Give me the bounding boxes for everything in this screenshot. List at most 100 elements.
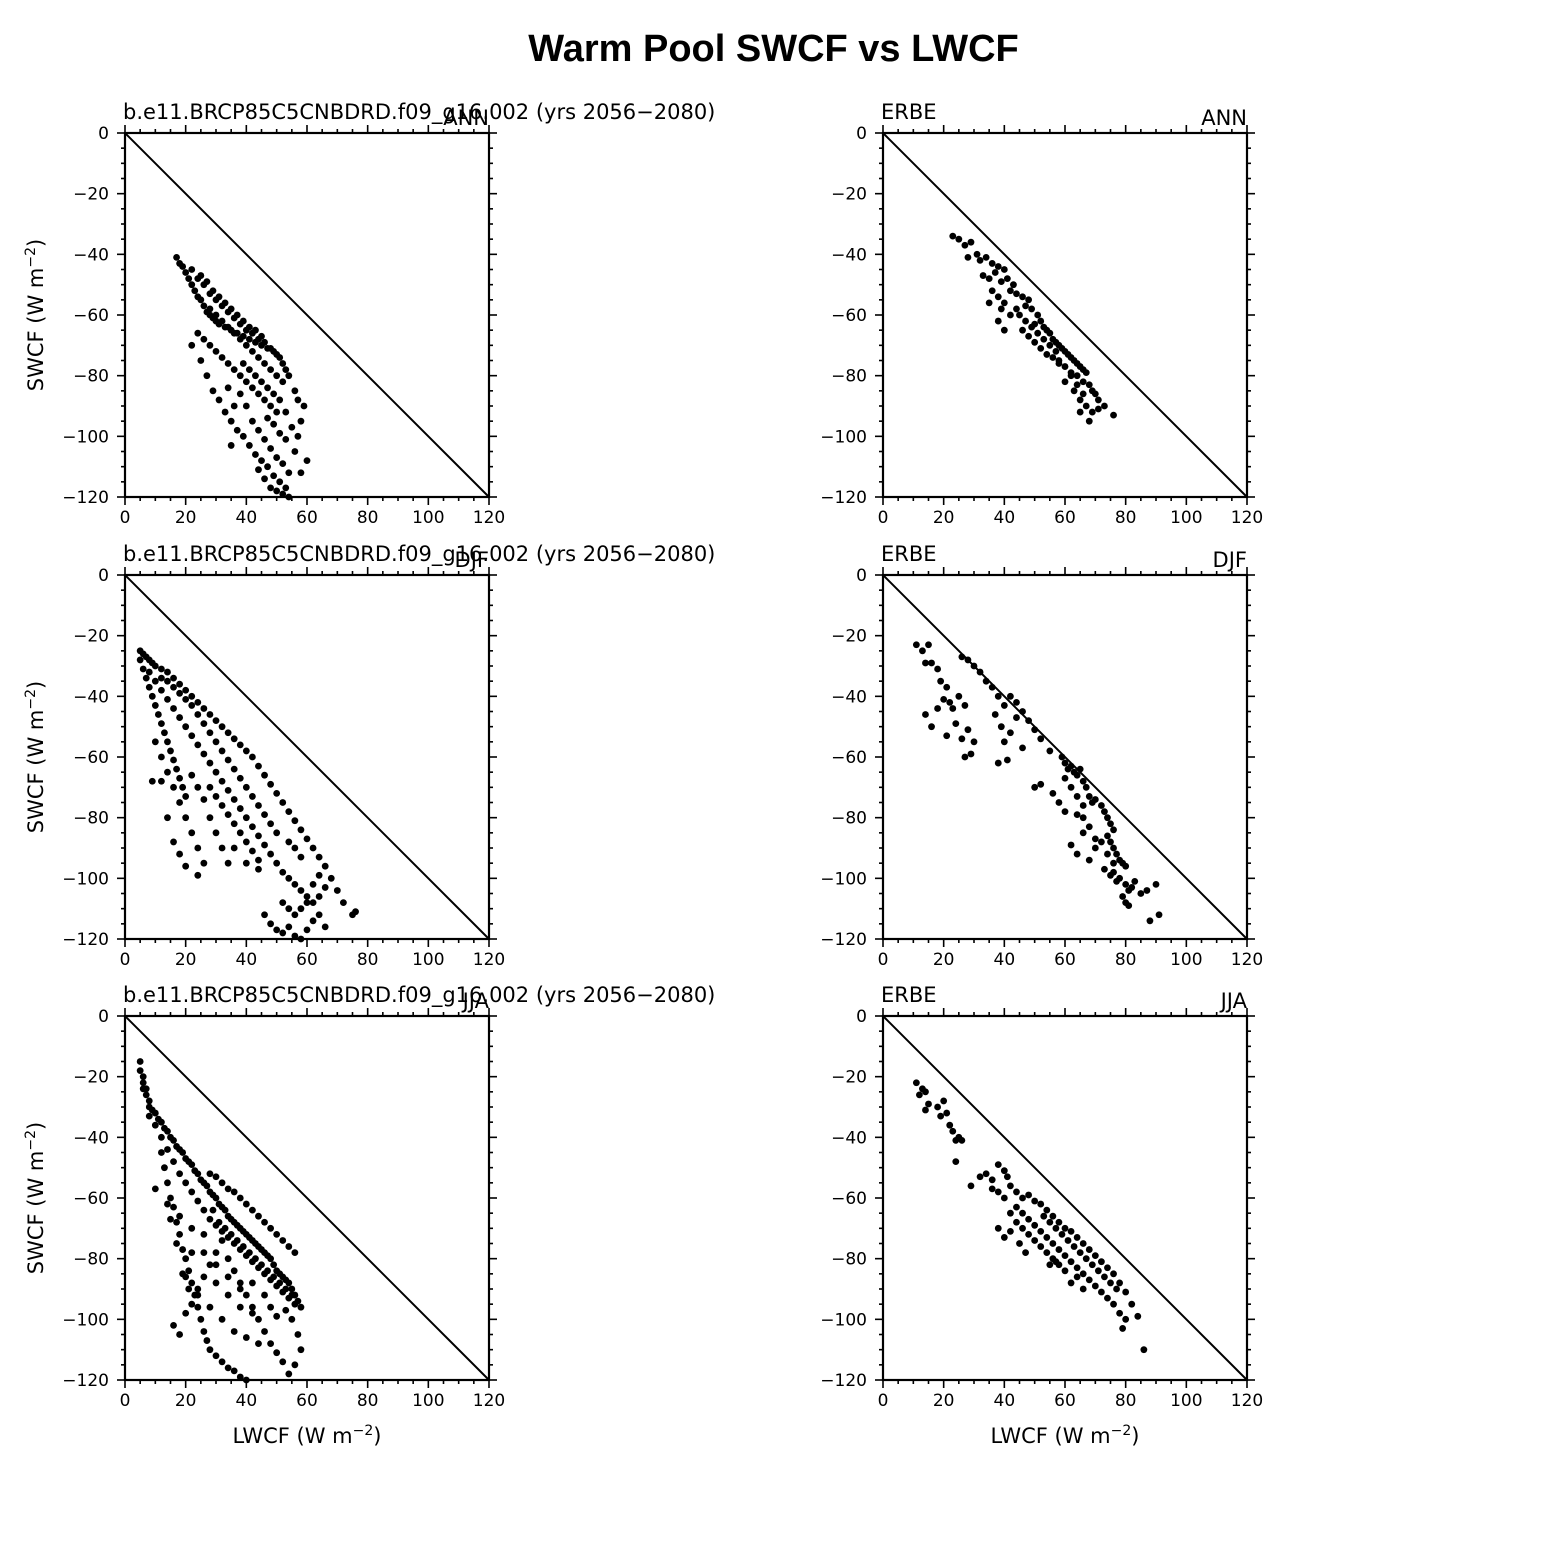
data-point	[1079, 777, 1087, 785]
data-point	[946, 699, 954, 706]
data-point	[1101, 808, 1108, 815]
data-point	[1067, 762, 1075, 770]
data-point	[1101, 402, 1108, 410]
data-point	[176, 1331, 184, 1338]
data-point	[239, 1243, 247, 1250]
data-point	[245, 366, 253, 373]
data-point	[158, 665, 165, 673]
data-point	[1013, 714, 1020, 721]
data-point	[200, 1328, 208, 1335]
data-point	[1061, 1252, 1069, 1260]
data-point	[1107, 820, 1114, 828]
data-point	[233, 311, 241, 319]
reference-line	[124, 1015, 490, 1381]
data-point	[1000, 299, 1008, 307]
data-point	[230, 765, 238, 773]
data-point	[1104, 850, 1111, 858]
data-point	[188, 341, 196, 349]
x-tick-label: 0	[120, 950, 131, 970]
y-tick-label: −20	[73, 1068, 109, 1088]
data-point	[170, 674, 177, 682]
panel-right-label: JJA	[1219, 989, 1248, 1013]
data-point	[273, 454, 281, 461]
data-point	[224, 323, 232, 331]
y-tick-label: −120	[62, 1371, 109, 1391]
data-point	[167, 747, 174, 755]
data-point	[249, 753, 256, 761]
data-point	[182, 686, 190, 694]
data-point	[1119, 1325, 1127, 1332]
data-point	[297, 853, 305, 861]
data-point	[194, 1197, 202, 1205]
data-point	[236, 1373, 244, 1381]
data-point	[249, 384, 256, 392]
panel-left-label: b.e11.BRCP85C5CNBDRD.f09_g16.002 (yrs 20…	[123, 542, 715, 567]
data-point	[1037, 317, 1045, 325]
y-tick-label: −60	[831, 1189, 867, 1209]
data-point	[297, 469, 305, 477]
data-point	[221, 1224, 229, 1232]
data-point	[1007, 692, 1014, 700]
data-point	[1022, 317, 1029, 325]
data-point	[170, 756, 177, 764]
data-point	[239, 317, 247, 325]
data-point	[267, 366, 274, 373]
data-point	[145, 683, 153, 691]
data-point	[285, 838, 293, 846]
data-point	[151, 702, 159, 709]
data-point	[1028, 323, 1036, 331]
data-point	[236, 774, 244, 782]
data-point	[285, 874, 293, 882]
x-tick-label: 60	[1054, 1391, 1076, 1411]
data-point	[1098, 838, 1105, 846]
data-point	[1076, 765, 1084, 773]
data-point	[270, 420, 278, 428]
data-point	[200, 859, 208, 867]
data-point	[194, 1303, 202, 1311]
data-point	[230, 796, 238, 803]
data-point	[1079, 390, 1087, 398]
y-tick-label: −20	[73, 185, 109, 205]
data-point	[230, 329, 238, 337]
data-point	[255, 832, 262, 840]
data-point	[194, 1291, 202, 1299]
x-tick-label: 100	[1170, 950, 1202, 970]
y-tick-label: −100	[820, 1310, 867, 1330]
data-point	[139, 665, 147, 673]
data-point	[173, 765, 180, 773]
data-point	[270, 1261, 278, 1269]
data-point	[164, 668, 171, 676]
data-point	[148, 777, 156, 785]
data-point	[206, 341, 214, 349]
page-title: Warm Pool SWCF vs LWCF	[528, 28, 1019, 70]
data-point	[206, 305, 214, 313]
data-point	[270, 1273, 278, 1281]
data-point	[1088, 408, 1096, 416]
data-point	[958, 735, 966, 743]
y-tick-label: −120	[62, 488, 109, 508]
data-point	[164, 677, 171, 685]
data-point	[1010, 281, 1017, 289]
data-point	[988, 1176, 996, 1184]
y-tick-label: −120	[62, 930, 109, 950]
data-point	[1007, 1182, 1014, 1190]
data-point	[230, 820, 238, 828]
data-point	[203, 372, 211, 380]
data-point	[982, 677, 990, 685]
data-point	[136, 1067, 144, 1074]
data-point	[285, 808, 293, 815]
data-point	[297, 826, 305, 834]
data-point	[164, 814, 171, 822]
data-point	[1052, 1224, 1060, 1232]
data-point	[158, 686, 165, 694]
data-point	[315, 911, 323, 919]
data-point	[273, 408, 281, 416]
data-point	[188, 1224, 196, 1232]
data-point	[1037, 735, 1045, 743]
data-point	[1070, 1243, 1078, 1250]
data-point	[1122, 881, 1130, 888]
data-point	[1067, 1279, 1075, 1287]
data-point	[273, 372, 281, 380]
data-point	[1025, 1215, 1032, 1223]
data-point	[1022, 302, 1029, 310]
